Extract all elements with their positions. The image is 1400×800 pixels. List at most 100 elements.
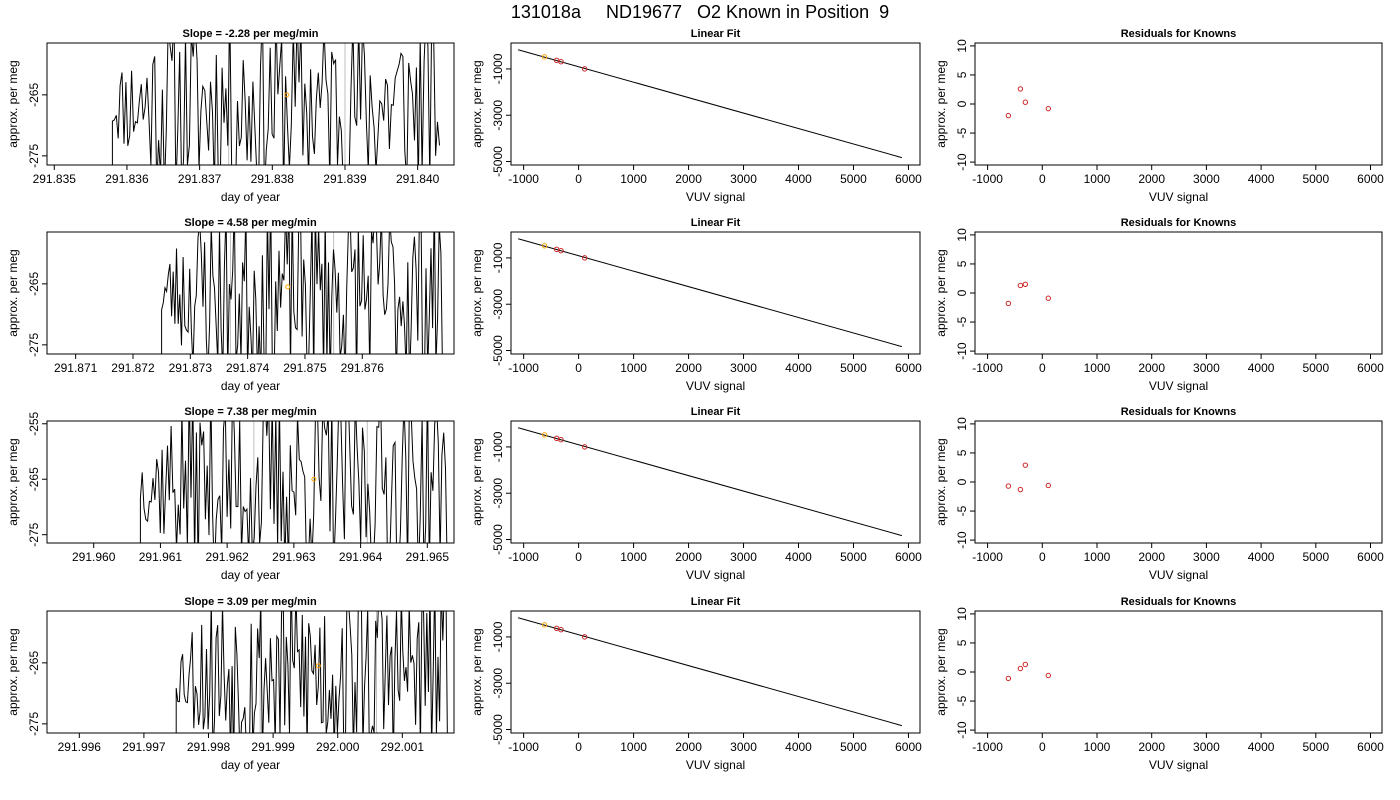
x-tick-label: 3000 [1193,550,1220,564]
plot-frame [510,231,921,355]
highlight-point [284,92,290,98]
y-tick-label: 0 [955,668,969,675]
x-tick-label: 3000 [730,740,757,754]
y-tick-label: -5 [955,127,969,138]
x-tick-label: 6000 [895,361,922,375]
x-tick-label: 291.997 [122,740,166,754]
x-tick-label: 0 [575,550,582,564]
y-tick-label: -5000 [491,714,505,745]
data-point [558,437,564,443]
x-tick-label: 3000 [730,550,757,564]
y-tick-label: -3000 [491,478,505,509]
data-point [1045,105,1052,112]
x-tick-label: 6000 [1357,361,1384,375]
y-tick-label: -265 [27,651,41,675]
x-axis-label: VUV signal [1149,758,1208,772]
x-tick-label: 4000 [785,740,812,754]
x-tick-label: 5000 [1302,550,1329,564]
x-tick-label: 5000 [840,550,867,564]
plot-frame [974,420,1383,544]
x-tick-label: 291.961 [139,550,183,564]
x-axis-label: VUV signal [686,568,745,582]
y-tick-label: -275 [27,522,41,546]
x-axis-label: day of year [221,568,280,582]
data-point [541,622,548,628]
x-tick-label: -1000 [508,550,539,564]
x-tick-label: 0 [1039,361,1046,375]
data-point [581,444,588,450]
data-point [1005,112,1012,119]
y-tick-label: -265 [27,272,41,296]
panel-title: Slope = -2.28 per meg/min [182,28,318,40]
x-tick-label: 4000 [1248,361,1275,375]
x-tick-label: 4000 [1248,550,1275,564]
data-point [1022,99,1029,105]
data-point [558,248,564,254]
x-axis-label: day of year [221,758,280,772]
x-tick-label: 1000 [620,361,647,375]
x-tick-label: 2000 [675,361,702,375]
y-tick-label: -10 [955,531,969,549]
highlight-point [315,663,321,669]
x-tick-label: 0 [1039,172,1046,186]
y-tick-label: -5000 [491,335,505,366]
x-tick-label: 2000 [675,172,702,186]
signal-trace [161,232,443,354]
y-axis-label: approx. per meg [934,60,948,147]
x-tick-label: 2000 [1138,172,1165,186]
x-tick-label: 291.960 [72,550,116,564]
data-point [558,627,564,633]
data-point [1045,482,1052,489]
y-tick-label: 10 [955,39,969,53]
x-tick-label: 291.999 [251,740,295,754]
y-tick-label: 0 [955,289,969,296]
plot-frame [510,420,921,544]
x-tick-label: 291.875 [283,361,327,375]
panel-title: Linear Fit [691,217,741,229]
x-tick-label: 0 [575,172,582,186]
x-tick-label: 1000 [1084,550,1111,564]
x-tick-label: 5000 [1302,172,1329,186]
x-tick-label: 3000 [730,172,757,186]
y-tick-label: 5 [955,449,969,456]
y-tick-label: -265 [27,467,41,491]
x-tick-label: 6000 [895,740,922,754]
x-axis-label: VUV signal [1149,379,1208,393]
y-axis-label: approx. per meg [934,249,948,336]
x-tick-label: 291.840 [396,172,440,186]
x-tick-label: 292.000 [316,740,360,754]
x-tick-label: 4000 [1248,172,1275,186]
plot-frame [510,42,921,166]
data-point [558,59,564,65]
x-tick-label: 291.835 [33,172,77,186]
plot-frame [46,231,455,355]
data-point [1022,281,1029,287]
y-tick-label: -5 [955,316,969,327]
y-tick-label: -255 [27,411,41,435]
x-tick-label: 0 [1039,550,1046,564]
x-tick-label: 5000 [840,361,867,375]
panel-title: Linear Fit [691,596,741,608]
y-tick-label: -10 [955,721,969,739]
panel-title: Slope = 3.09 per meg/min [184,596,317,608]
y-tick-label: 10 [955,417,969,431]
y-tick-label: 10 [955,228,969,242]
y-tick-label: -1000 [491,431,505,462]
data-point [1017,282,1024,289]
data-point [581,255,588,261]
data-point [1005,675,1012,682]
x-tick-label: 0 [575,361,582,375]
data-point [541,432,548,438]
x-tick-label: 291.998 [187,740,231,754]
x-tick-label: 291.839 [323,172,367,186]
panel-title: Residuals for Knowns [1121,217,1237,229]
y-tick-label: -5 [955,505,969,516]
x-tick-label: 4000 [785,550,812,564]
x-tick-label: -1000 [972,172,1003,186]
x-tick-label: 6000 [1357,172,1384,186]
panel-title: Linear Fit [691,406,741,418]
plot-frame [46,42,455,166]
x-tick-label: -1000 [972,361,1003,375]
plot-frame [974,231,1383,355]
x-tick-label: 291.871 [54,361,98,375]
